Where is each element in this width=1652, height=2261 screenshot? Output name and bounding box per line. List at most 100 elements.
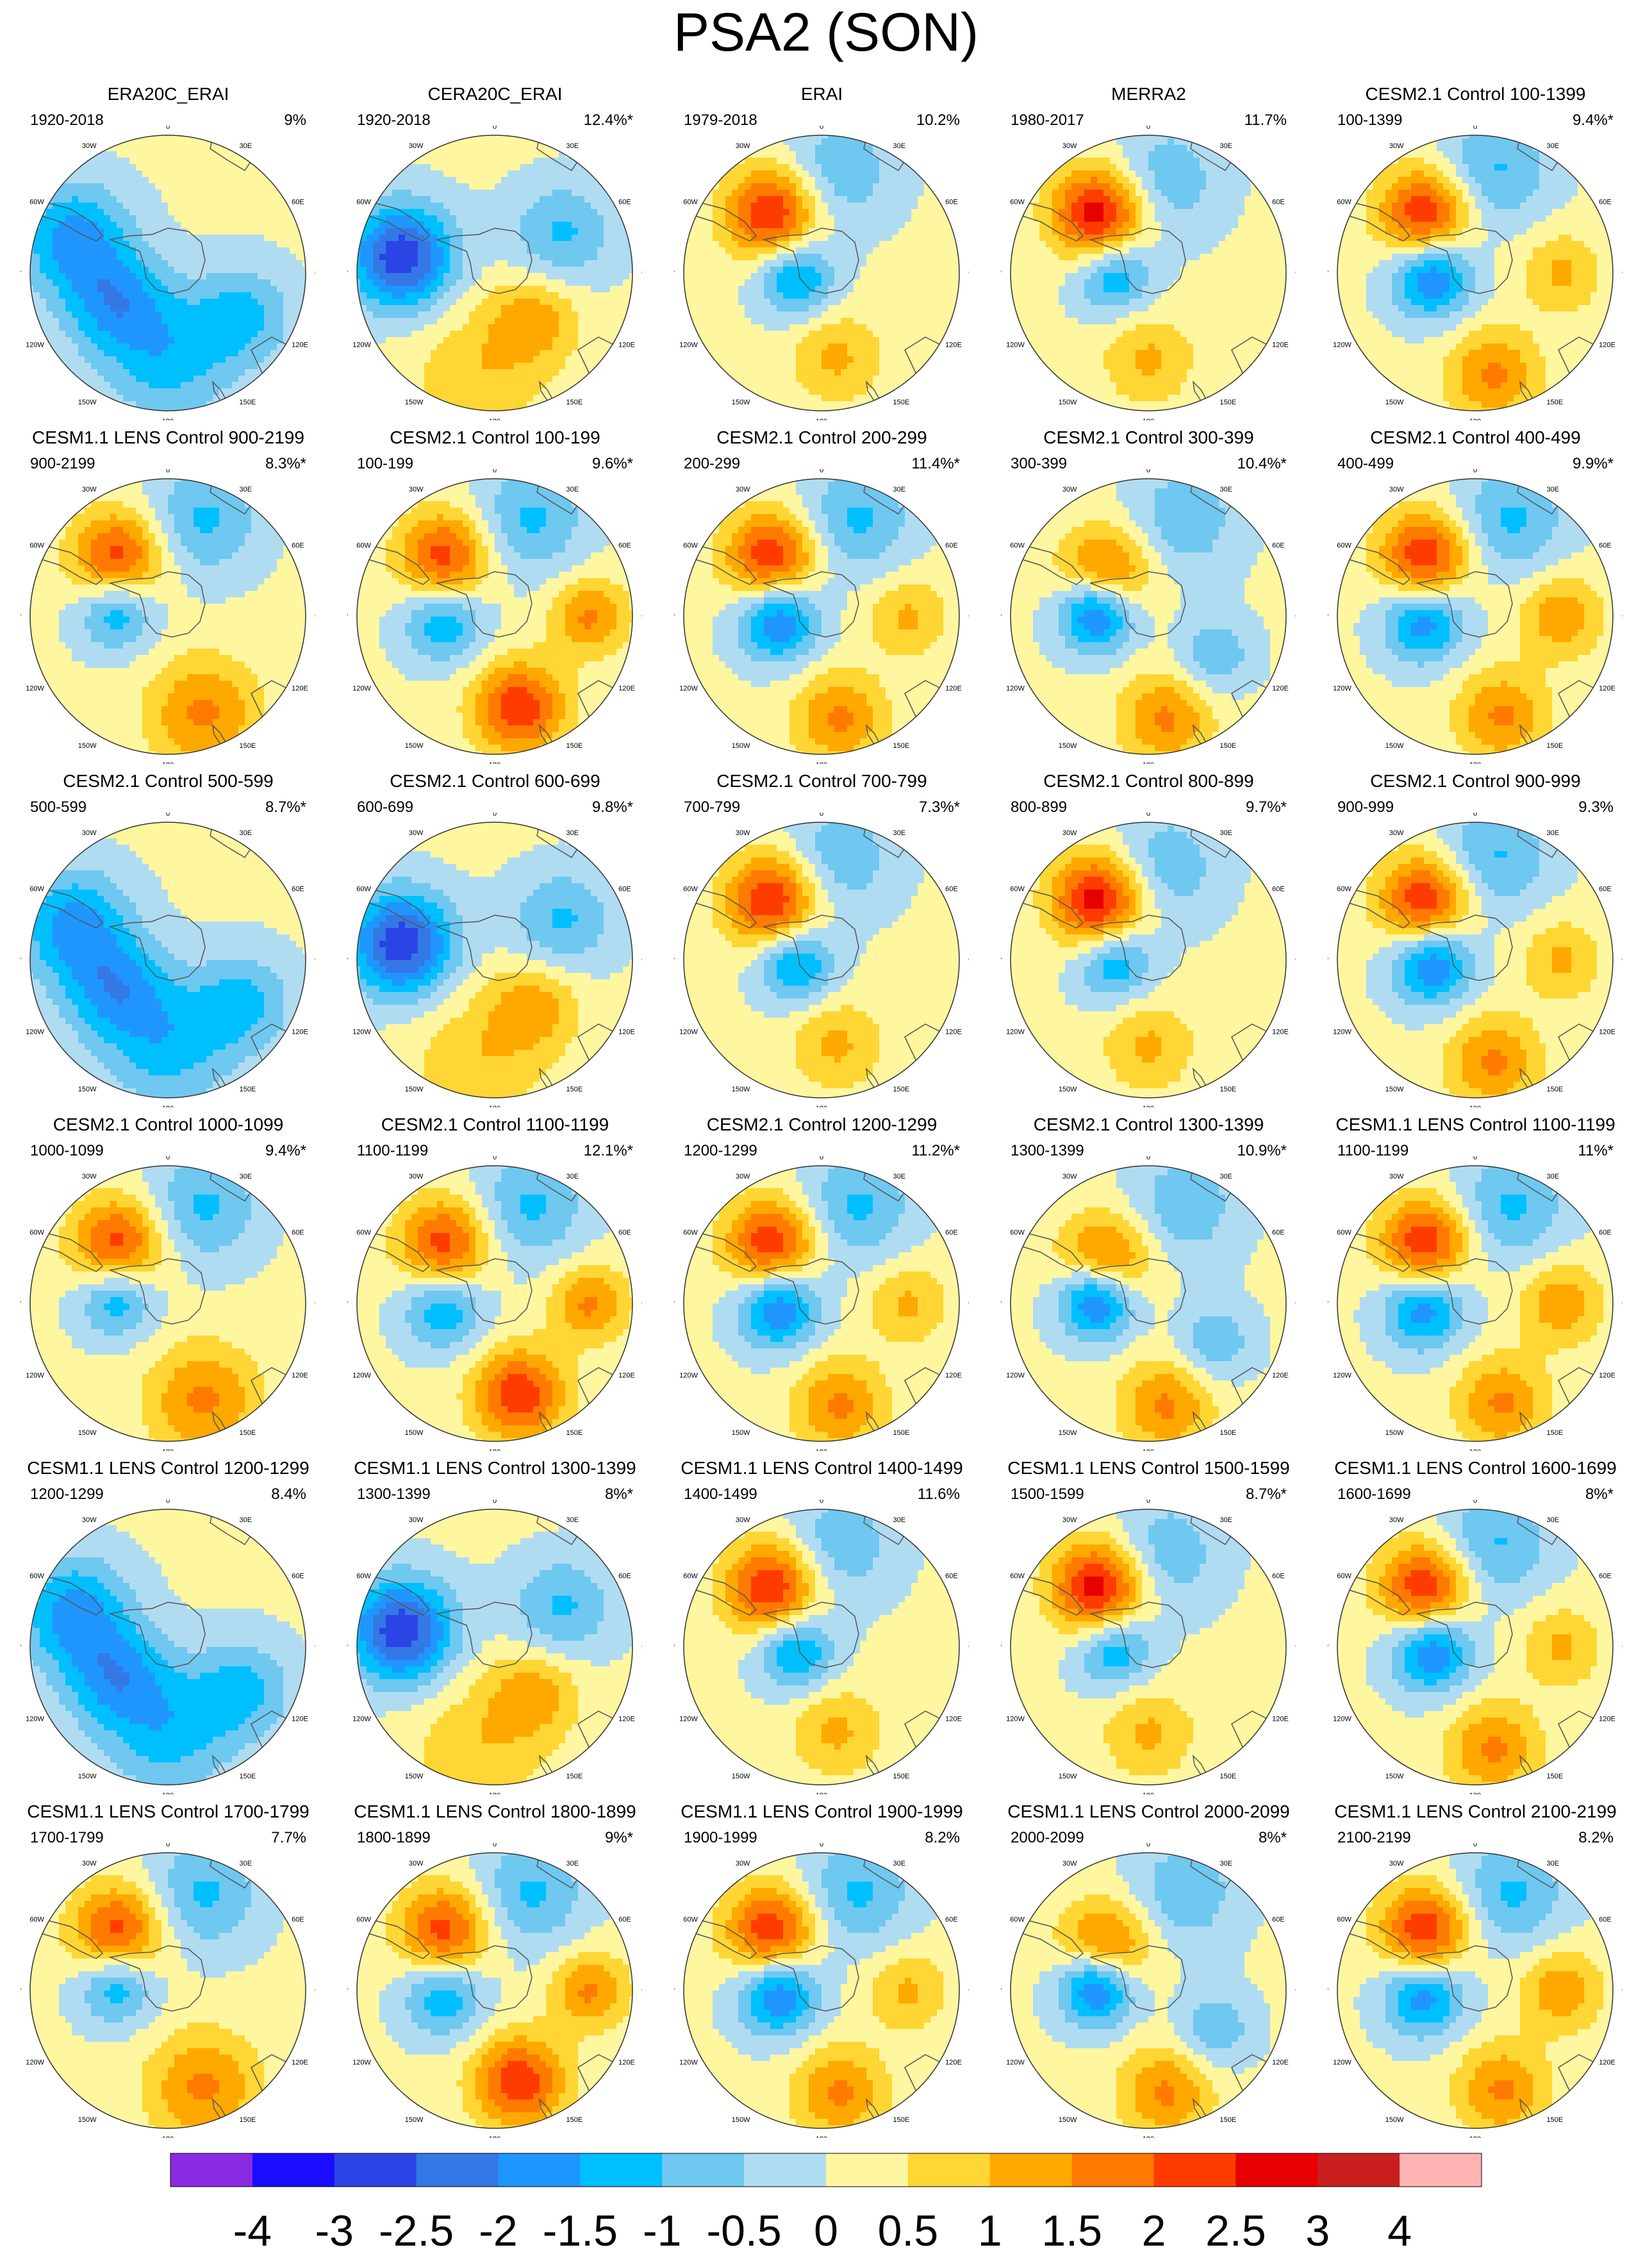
contour-cell bbox=[1155, 177, 1162, 184]
contour-cell bbox=[540, 273, 547, 280]
contour-cell bbox=[732, 279, 739, 286]
contour-cell bbox=[117, 318, 124, 325]
contour-cell bbox=[379, 235, 386, 242]
contour-cell bbox=[514, 337, 521, 344]
contour-cell bbox=[46, 254, 53, 261]
contour-cell bbox=[687, 267, 694, 274]
contour-cell bbox=[213, 369, 220, 376]
contour-cell bbox=[732, 177, 739, 184]
contour-cell bbox=[854, 196, 861, 203]
contour-cell bbox=[1116, 151, 1123, 158]
contour-cell bbox=[251, 324, 258, 331]
contour-cell bbox=[431, 235, 438, 242]
contour-cell bbox=[97, 235, 104, 242]
contour-cell bbox=[930, 305, 938, 312]
contour-cell bbox=[591, 286, 598, 293]
contour-cell bbox=[200, 369, 207, 376]
contour-cell bbox=[924, 196, 931, 203]
contour-cell bbox=[1155, 170, 1162, 178]
contour-cell bbox=[552, 356, 559, 363]
contour-cell bbox=[1142, 164, 1149, 171]
contour-cell bbox=[924, 209, 931, 216]
contour-cell bbox=[194, 164, 201, 171]
contour-cell bbox=[828, 177, 835, 184]
contour-cell bbox=[732, 190, 739, 197]
contour-cell bbox=[245, 222, 252, 229]
contour-cell bbox=[181, 228, 188, 235]
contour-cell bbox=[206, 299, 213, 306]
contour-cell bbox=[898, 215, 905, 222]
contour-cell bbox=[847, 177, 854, 184]
contour-cell bbox=[751, 170, 758, 178]
contour-cell bbox=[898, 241, 905, 248]
contour-cell bbox=[245, 311, 252, 319]
contour-cell bbox=[386, 286, 393, 293]
contour-cell bbox=[822, 190, 829, 197]
contour-cell bbox=[399, 273, 406, 280]
contour-cell bbox=[194, 331, 201, 338]
contour-cell bbox=[918, 260, 925, 267]
contour-cell bbox=[879, 273, 886, 280]
contour-cell bbox=[540, 292, 547, 299]
contour-cell bbox=[1180, 138, 1187, 145]
contour-cell bbox=[104, 344, 111, 351]
contour-cell bbox=[937, 337, 944, 344]
contour-cell bbox=[475, 311, 483, 319]
contour-cell bbox=[854, 170, 861, 178]
contour-cell bbox=[578, 247, 585, 254]
contour-cell bbox=[155, 235, 162, 242]
contour-cell bbox=[802, 286, 809, 293]
contour-cell bbox=[527, 388, 534, 395]
contour-cell bbox=[392, 260, 399, 267]
contour-cell bbox=[91, 267, 98, 274]
contour-cell bbox=[918, 177, 925, 184]
contour-cell bbox=[142, 267, 149, 274]
contour-cell bbox=[226, 215, 233, 222]
contour-cell bbox=[764, 183, 771, 190]
contour-cell bbox=[437, 222, 444, 229]
contour-cell bbox=[399, 331, 406, 338]
contour-cell bbox=[296, 292, 303, 299]
contour-cell bbox=[757, 369, 764, 376]
contour-cell bbox=[822, 209, 829, 216]
contour-cell bbox=[508, 177, 515, 184]
contour-cell bbox=[411, 215, 418, 222]
contour-cell bbox=[815, 292, 822, 299]
contour-cell bbox=[501, 190, 508, 197]
contour-cell bbox=[873, 196, 880, 203]
contour-cell bbox=[30, 267, 34, 274]
contour-cell bbox=[745, 228, 752, 235]
contour-cell bbox=[238, 286, 245, 293]
contour-cell bbox=[78, 177, 85, 184]
contour-cell bbox=[91, 350, 98, 357]
contour-cell bbox=[706, 356, 713, 363]
contour-cell bbox=[828, 279, 835, 286]
contour-cell bbox=[828, 363, 835, 370]
contour-cell bbox=[604, 254, 611, 261]
contour-cell bbox=[181, 241, 188, 248]
contour-cell bbox=[578, 241, 585, 248]
contour-cell bbox=[751, 203, 758, 210]
contour-cell bbox=[296, 299, 303, 306]
contour-cell bbox=[482, 369, 489, 376]
contour-cell bbox=[136, 311, 143, 319]
contour-cell bbox=[597, 235, 604, 242]
contour-cell bbox=[46, 267, 53, 274]
contour-cell bbox=[187, 170, 194, 178]
contour-cell bbox=[232, 164, 239, 171]
contour-cell bbox=[1193, 164, 1200, 171]
contour-cell bbox=[738, 305, 745, 312]
contour-cell bbox=[565, 260, 572, 267]
contour-cell bbox=[725, 286, 732, 293]
contour-cell bbox=[411, 305, 418, 312]
contour-cell bbox=[1225, 151, 1232, 158]
contour-cell bbox=[155, 145, 162, 152]
contour-cell bbox=[405, 292, 412, 299]
contour-cell bbox=[866, 170, 873, 178]
contour-cell bbox=[258, 311, 265, 319]
contour-cell bbox=[732, 356, 739, 363]
contour-cell bbox=[533, 279, 540, 286]
contour-cell bbox=[149, 344, 156, 351]
contour-cell bbox=[72, 369, 79, 376]
contour-cell bbox=[463, 241, 470, 248]
